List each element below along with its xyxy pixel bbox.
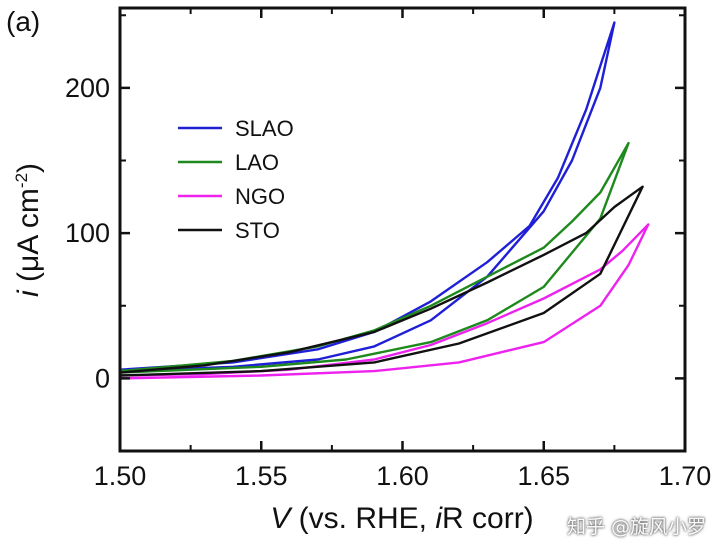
legend-label-slao: SLAO bbox=[235, 116, 294, 141]
panel-label: (a) bbox=[6, 6, 40, 37]
curves-group bbox=[119, 21, 650, 380]
y-tick-label: 0 bbox=[95, 363, 110, 393]
series-lao-curve bbox=[119, 141, 630, 374]
x-tick-label: 1.65 bbox=[517, 461, 570, 491]
x-tick-label: 1.70 bbox=[659, 461, 712, 491]
legend-label-ngo: NGO bbox=[235, 184, 285, 209]
watermark: 知乎 @旋风小罗 bbox=[566, 516, 706, 538]
legend: SLAO LAO NGO STO bbox=[178, 116, 294, 243]
series-ngo-curve bbox=[119, 223, 650, 380]
legend-label-sto: STO bbox=[235, 218, 280, 243]
y-tick-label: 100 bbox=[65, 218, 110, 248]
ticks-group: 1.50 1.55 1.60 1.65 1.70 0 100 200 bbox=[65, 8, 711, 491]
legend-label-lao: LAO bbox=[235, 150, 279, 175]
y-axis-title: i (μA cm-2) bbox=[12, 163, 45, 297]
x-axis-title: V (vs. RHE, iR corr) bbox=[270, 502, 533, 535]
y-tick-label: 200 bbox=[65, 73, 110, 103]
x-tick-label: 1.55 bbox=[235, 461, 288, 491]
series-sto-curve bbox=[119, 185, 644, 377]
x-tick-label: 1.50 bbox=[94, 461, 147, 491]
x-tick-label: 1.60 bbox=[376, 461, 429, 491]
